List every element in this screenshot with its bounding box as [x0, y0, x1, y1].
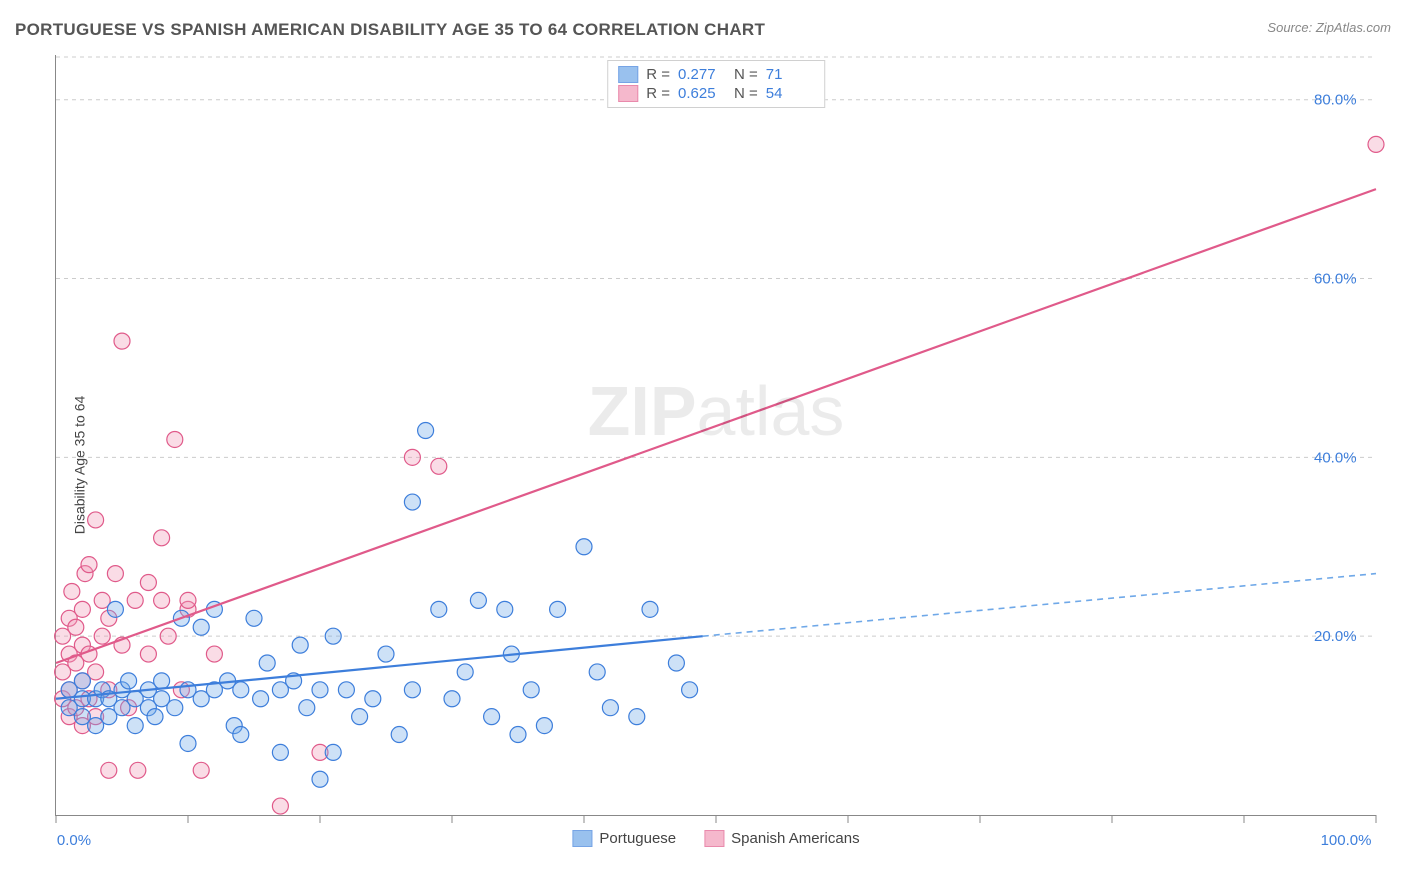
chart-area: Disability Age 35 to 64 ZIPatlas 20.0%40… — [15, 55, 1391, 875]
swatch-portuguese — [618, 66, 638, 83]
svg-text:80.0%: 80.0% — [1314, 92, 1357, 109]
svg-text:60.0%: 60.0% — [1314, 271, 1357, 288]
chart-source: Source: ZipAtlas.com — [1267, 20, 1391, 35]
svg-text:0.0%: 0.0% — [57, 832, 91, 849]
n-value-portuguese: 71 — [766, 66, 814, 83]
legend-swatch-spanish — [704, 830, 724, 847]
plot-svg: ZIPatlas 20.0%40.0%60.0%80.0% 0.0%100.0% — [56, 55, 1376, 815]
svg-text:20.0%: 20.0% — [1314, 628, 1357, 645]
chart-header: PORTUGUESE VS SPANISH AMERICAN DISABILIT… — [15, 20, 1391, 50]
swatch-spanish — [618, 85, 638, 102]
n-label: N = — [734, 85, 758, 102]
source-label: Source: — [1267, 20, 1312, 35]
r-label: R = — [646, 66, 670, 83]
legend-label-portuguese: Portuguese — [599, 830, 676, 847]
legend-item-portuguese: Portuguese — [572, 830, 676, 847]
n-value-spanish: 54 — [766, 85, 814, 102]
legend-label-spanish: Spanish Americans — [731, 830, 859, 847]
stats-legend-box: R = 0.277 N = 71 R = 0.625 N = 54 — [607, 60, 825, 108]
r-value-spanish: 0.625 — [678, 85, 726, 102]
scatter-points — [55, 136, 1384, 814]
watermark: ZIPatlas — [588, 372, 845, 450]
bottom-legend: Portuguese Spanish Americans — [572, 830, 859, 847]
legend-swatch-portuguese — [572, 830, 592, 847]
r-value-portuguese: 0.277 — [678, 66, 726, 83]
x-ticks — [56, 815, 1376, 823]
n-label: N = — [734, 66, 758, 83]
stats-row-portuguese: R = 0.277 N = 71 — [618, 65, 814, 84]
source-value: ZipAtlas.com — [1316, 20, 1391, 35]
r-label: R = — [646, 85, 670, 102]
svg-text:40.0%: 40.0% — [1314, 449, 1357, 466]
y-tick-labels: 20.0% 40.0% 60.0% 80.0% — [1314, 92, 1357, 645]
svg-text:100.0%: 100.0% — [1321, 832, 1372, 849]
stats-row-spanish: R = 0.625 N = 54 — [618, 84, 814, 103]
legend-item-spanish: Spanish Americans — [704, 830, 859, 847]
gridlines — [56, 57, 1376, 636]
plot-region: ZIPatlas 20.0%40.0%60.0%80.0% 0.0%100.0%… — [55, 55, 1376, 816]
chart-title: PORTUGUESE VS SPANISH AMERICAN DISABILIT… — [15, 20, 765, 39]
